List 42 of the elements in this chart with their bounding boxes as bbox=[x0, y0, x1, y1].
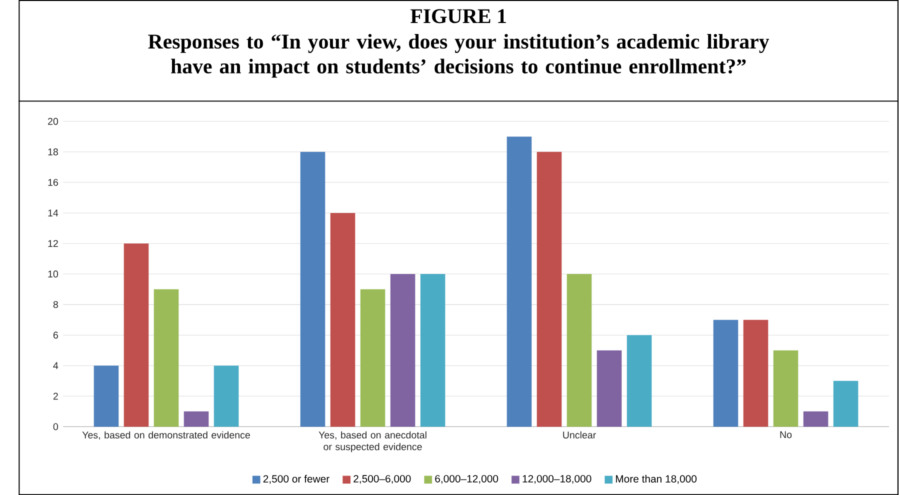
bar bbox=[330, 212, 356, 427]
y-tick-label: 12 bbox=[48, 240, 58, 247]
bar bbox=[833, 380, 858, 427]
bar bbox=[596, 350, 622, 427]
bar bbox=[773, 350, 798, 427]
bar bbox=[566, 274, 592, 427]
y-tick-label: 6 bbox=[53, 332, 58, 338]
bar bbox=[743, 320, 768, 427]
y-tick-label: 0 bbox=[53, 423, 58, 430]
x-tick-label: Yes, based on anecdotal or suspected evidence bbox=[318, 431, 426, 452]
legend-label: 2,500–6,000 bbox=[354, 474, 411, 484]
y-tick-label: 2 bbox=[53, 392, 58, 400]
x-tick-label: Unclear bbox=[563, 431, 596, 438]
y-tick-label: 20 bbox=[48, 118, 58, 125]
bar bbox=[124, 243, 149, 427]
y-tick-label: 18 bbox=[48, 148, 58, 156]
bar bbox=[390, 274, 416, 427]
chart-title: FIGURE 1 bbox=[410, 9, 506, 24]
bar bbox=[214, 366, 239, 427]
bar bbox=[420, 274, 446, 427]
legend-label: 2,500 or fewer bbox=[263, 474, 330, 484]
legend-label: 6,000–12,000 bbox=[435, 474, 498, 484]
y-tick-label: 10 bbox=[48, 270, 58, 278]
y-tick-label: 14 bbox=[48, 209, 58, 216]
bar bbox=[803, 411, 828, 427]
y-tick-label: 4 bbox=[53, 362, 58, 369]
legend-label: More than 18,000 bbox=[616, 474, 697, 484]
x-tick-label: Yes, based on demonstrated evidence bbox=[82, 431, 250, 440]
chart-subtitle: Responses to “In your view, does your institution’s academic library have an impact on students’ decisions to continue enrollment?” bbox=[148, 34, 770, 78]
bar bbox=[154, 289, 179, 427]
bar bbox=[713, 320, 738, 427]
x-tick-label: No bbox=[780, 431, 792, 438]
bar bbox=[184, 411, 209, 427]
legend-label: 12,000–18,000 bbox=[522, 474, 592, 484]
y-tick-label: 8 bbox=[53, 300, 58, 308]
y-tick-label: 16 bbox=[48, 178, 58, 186]
bar bbox=[94, 366, 119, 427]
bar bbox=[506, 136, 532, 427]
bar bbox=[300, 152, 326, 427]
bar bbox=[626, 334, 652, 427]
bar bbox=[536, 152, 562, 427]
bar bbox=[360, 289, 386, 427]
